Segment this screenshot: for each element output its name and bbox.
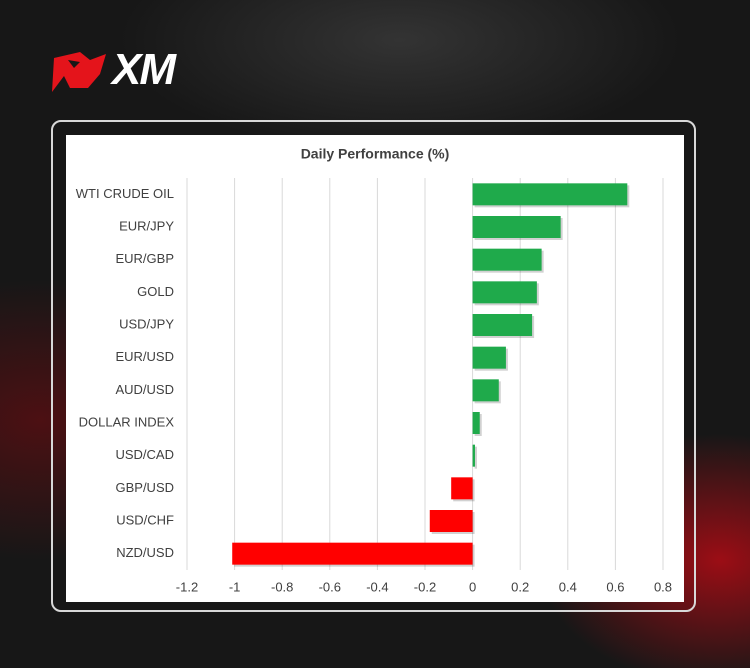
x-tick-label: 0	[469, 579, 476, 594]
x-tick-label: 0.8	[654, 579, 672, 594]
y-tick-label: EUR/GBP	[115, 251, 174, 266]
bar	[472, 346, 506, 369]
chart-title: Daily Performance (%)	[301, 146, 450, 162]
bar	[429, 510, 473, 532]
x-tick-label: 0.2	[511, 579, 529, 594]
y-tick-label: DOLLAR INDEX	[79, 414, 175, 429]
logo-icon	[52, 52, 106, 92]
x-tick-label: 0.4	[559, 579, 577, 594]
x-tick-label: -0.4	[366, 579, 388, 594]
bar	[472, 281, 537, 304]
x-tick-label: 0.6	[606, 579, 624, 594]
bar	[472, 314, 533, 336]
bar	[472, 216, 561, 238]
y-tick-label: USD/JPY	[119, 316, 174, 331]
y-tick-label: GOLD	[137, 284, 174, 299]
y-tick-label: WTI CRUDE OIL	[76, 186, 174, 201]
y-tick-label: EUR/JPY	[119, 218, 174, 233]
x-tick-label: -0.6	[319, 579, 341, 594]
bar	[472, 183, 628, 206]
y-tick-label: NZD/USD	[116, 545, 174, 560]
card	[51, 120, 696, 612]
y-tick-label: AUD/USD	[115, 382, 174, 397]
bar	[232, 542, 473, 565]
bar	[451, 477, 473, 500]
bar	[472, 379, 499, 402]
logo-text: XM	[112, 45, 176, 94]
bar	[472, 444, 475, 467]
y-tick-label: USD/CHF	[116, 512, 174, 527]
chart: Daily Performance (%) -1.2 -1 -0.8 -0.6 -0.4…	[66, 135, 684, 602]
bar	[472, 248, 542, 271]
y-tick-label: GBP/USD	[115, 480, 174, 495]
y-tick-label: USD/CAD	[115, 447, 174, 462]
bar	[472, 412, 480, 434]
x-tick-label: -1	[229, 579, 241, 594]
y-tick-label: EUR/USD	[115, 349, 174, 364]
x-tick-label: -0.2	[414, 579, 436, 594]
x-tick-label: -0.8	[271, 579, 293, 594]
x-tick-label: -1.2	[176, 579, 198, 594]
logo: XM	[50, 45, 176, 94]
bar-shadow	[474, 446, 477, 469]
